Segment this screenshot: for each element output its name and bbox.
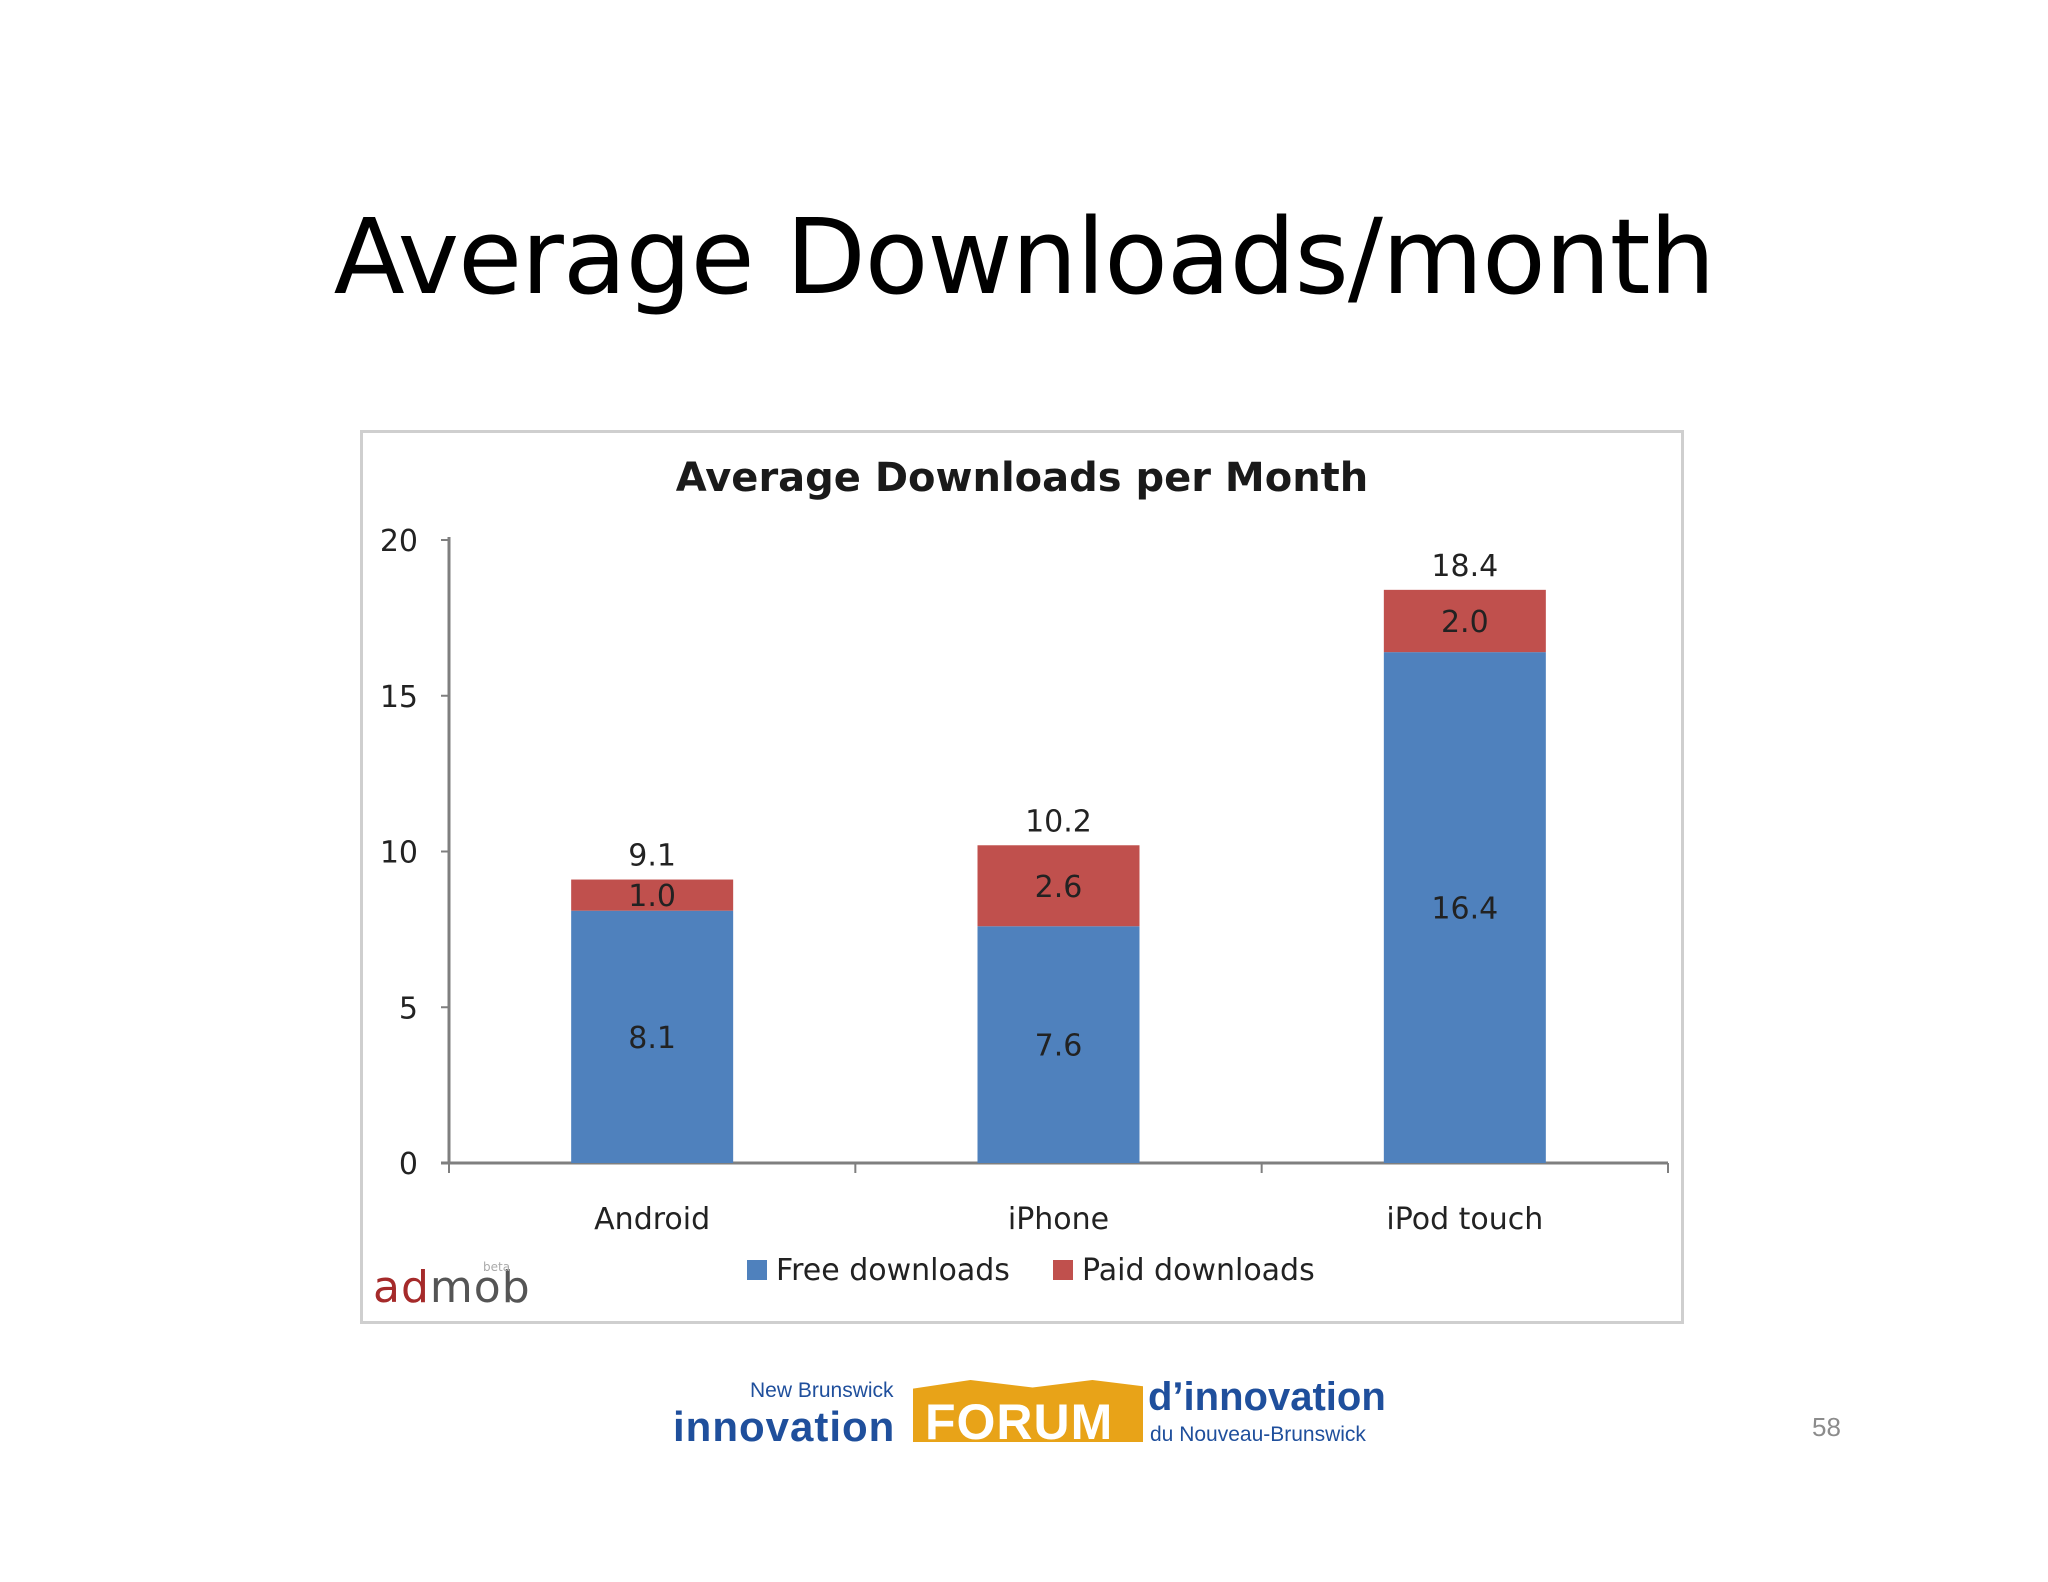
bar-paid-downloads [977,845,1140,927]
chart-title: Average Downloads per Month [676,455,1369,501]
y-tick-label: 15 [380,680,418,715]
x-category-label: Android [594,1202,710,1237]
y-tick-label: 10 [380,836,418,871]
bar-free-downloads [1383,652,1546,1163]
legend-swatch [747,1260,767,1280]
data-label: 2.6 [1035,870,1083,905]
logo-forum-text: FORUM [925,1394,1114,1450]
slide-title: Average Downloads/month [333,196,1716,318]
legend-label: Paid downloads [1082,1253,1315,1288]
data-label: 8.1 [628,1021,676,1056]
x-category-label: iPod touch [1386,1202,1543,1237]
data-label: 2.0 [1441,605,1489,640]
innovation-forum-logo: New Brunswick innovation FORUM d’innovat… [670,1375,1386,1455]
legend-label: Free downloads [776,1253,1010,1288]
admob-logo-mob: mob [429,1262,531,1313]
logo-dinnovation-text: d’innovation [1148,1375,1386,1419]
total-label: 9.1 [628,839,676,874]
logo-forum-banner [913,1380,1143,1442]
x-category-label: iPhone [1008,1202,1109,1237]
y-tick-label: 0 [399,1147,418,1182]
data-label: 7.6 [1035,1029,1083,1064]
admob-logo: admob beta [373,1260,531,1313]
total-label: 18.4 [1431,549,1498,584]
logo-innovation-text: innovation [673,1403,896,1450]
chart-frame: Average Downloads per Month 0 5 10 15 20 8.1 1.… [360,430,1684,1324]
legend-swatch [1053,1260,1073,1280]
admob-logo-mark: beta [483,1260,511,1274]
data-label: 16.4 [1431,892,1498,927]
page-number: 58 [1812,1412,1841,1442]
bar-paid-downloads [571,879,734,911]
logo-new-brunswick-text: New Brunswick [750,1379,894,1402]
total-label: 10.2 [1025,804,1092,839]
admob-logo-ad: ad [373,1262,430,1313]
bar-free-downloads [571,910,734,1163]
bar-paid-downloads [1383,589,1546,653]
y-tick-label: 5 [399,991,418,1026]
stacked-bar-chart: Average Downloads per Month 0 5 10 15 20 8.1 1.… [380,455,1669,1288]
y-tick-label: 20 [380,524,418,559]
logo-nouveau-brunswick-text: du Nouveau-Brunswick [1150,1423,1366,1446]
data-label: 1.0 [628,879,676,914]
bar-free-downloads [977,926,1140,1163]
